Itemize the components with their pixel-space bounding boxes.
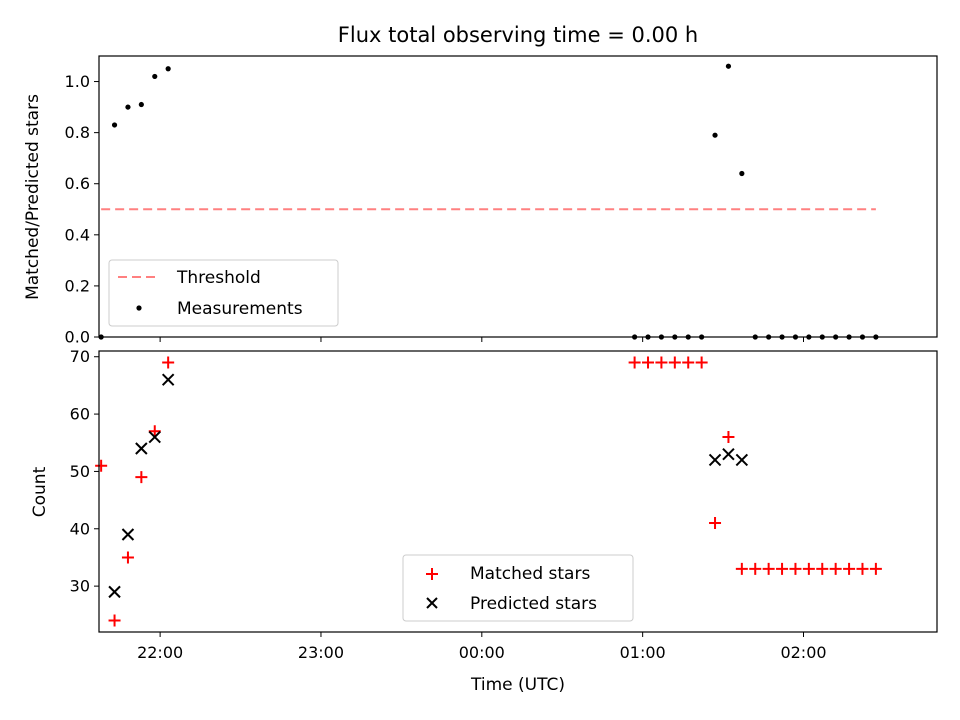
predicted-star-point [708,453,722,467]
bottom-chart-frame [98,350,938,633]
matched-star-point [856,562,869,575]
matched-star-point [829,562,842,575]
matched-star-point [148,425,161,438]
matched-star-point [628,356,641,369]
top-legend-threshold-label: Threshold [176,268,261,288]
top-legend-measurements-swatch [136,305,142,311]
bottom-y-tick-label: 40 [70,519,90,538]
matched-star-point [816,562,829,575]
matched-star-point [121,551,134,564]
bottom-y-tick-label: 50 [70,462,90,481]
measurement-point [138,101,144,108]
top-legend-measurements-label: Measurements [177,299,303,319]
bottom-chart-y-axis-label: Count [30,466,50,517]
measurement-point [725,63,732,69]
top-y-tick-label: 0.6 [65,174,90,193]
measurement-point [739,170,745,177]
matched-star-point [722,431,735,444]
bottom-legend-predicted-label: Predicted stars [470,594,597,614]
matched-star-point [789,562,802,575]
matched-star-point [162,356,175,369]
bottom-y-tick-label: 60 [70,405,90,424]
matched-star-point [108,614,121,627]
matched-star-point [802,562,815,575]
matched-star-point [749,562,762,575]
x-tick-label: 00:00 [459,643,505,662]
top-chart-frame [98,55,938,338]
predicted-star-point [135,442,148,455]
matched-star-point [668,356,681,369]
measurement-point [165,66,171,72]
top-chart-legend: Threshold Measurements [108,259,339,327]
bottom-chart-legend: Matched stars Predicted stars [402,554,634,622]
top-y-tick-label: 0.0 [65,328,90,347]
matched-star-point [95,459,108,472]
x-tick-label: 01:00 [620,643,666,662]
matched-star-point [735,562,748,575]
top-y-tick-label: 0.4 [65,225,90,244]
bottom-y-tick-label: 70 [70,347,90,366]
matched-star-point [709,517,722,530]
matched-star-point [135,471,148,484]
matched-star-point [695,356,708,369]
top-y-tick-label: 0.8 [65,123,90,142]
predicted-star-point [148,430,161,444]
top-y-tick-label: 0.2 [65,276,90,295]
matched-star-point [843,562,856,575]
x-tick-label: 23:00 [298,643,344,662]
predicted-star-point [161,373,175,386]
x-tick-label: 02:00 [780,643,826,662]
measurement-point [152,73,158,80]
top-y-tick-label: 1.0 [65,72,90,91]
matched-star-point [642,356,655,369]
bottom-legend-matched-label: Matched stars [470,564,590,584]
matched-star-point [655,356,668,369]
predicted-star-point [108,585,121,599]
measurement-point [111,122,118,128]
bottom-chart-x-axis-label: Time (UTC) [470,675,565,695]
top-chart-y-axis-label: Matched/Predicted stars [23,94,43,300]
measurement-point [125,104,131,110]
bottom-legend-box [402,554,634,622]
bottom-chart-plot-area [95,356,882,627]
predicted-star-point [722,448,735,461]
predicted-star-point [735,453,749,467]
top-chart-title: Flux total observing time = 0.00 h [338,23,698,47]
bottom-y-tick-label: 30 [70,577,90,596]
bottom-legend-matched-swatch [426,568,438,580]
matched-star-point [776,562,789,575]
x-tick-label: 22:00 [137,643,183,662]
bottom-legend-predicted-swatch [426,597,438,609]
matched-star-point [762,562,775,575]
measurement-point [712,132,718,138]
predicted-star-point [121,528,135,541]
top-legend-box [108,259,339,327]
matched-star-point [682,356,695,369]
matched-star-point [869,562,882,575]
